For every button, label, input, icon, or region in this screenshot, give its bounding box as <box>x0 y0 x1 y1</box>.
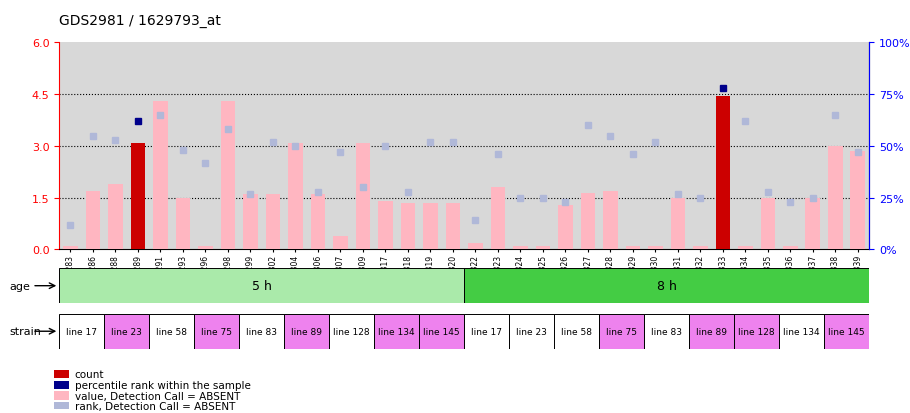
Bar <box>243 195 258 250</box>
Bar <box>55 392 69 400</box>
Text: line 75: line 75 <box>201 327 232 336</box>
Bar <box>288 143 303 250</box>
Text: line 17: line 17 <box>471 327 502 336</box>
Bar <box>104 314 149 349</box>
Bar <box>648 247 662 250</box>
Bar <box>284 314 329 349</box>
Text: 5 h: 5 h <box>252 280 271 292</box>
Bar <box>828 147 843 250</box>
Text: line 17: line 17 <box>66 327 97 336</box>
Bar <box>558 205 572 250</box>
Text: line 128: line 128 <box>738 327 775 336</box>
Bar <box>86 191 100 250</box>
Bar <box>554 314 599 349</box>
Bar <box>779 314 824 349</box>
Text: GDS2981 / 1629793_at: GDS2981 / 1629793_at <box>59 14 221 28</box>
Text: line 145: line 145 <box>828 327 864 336</box>
Text: rank, Detection Call = ABSENT: rank, Detection Call = ABSENT <box>75 401 235 411</box>
Bar <box>671 198 685 250</box>
Bar <box>644 314 689 349</box>
Text: strain: strain <box>9 326 41 337</box>
Bar <box>55 402 69 411</box>
Bar <box>55 381 69 389</box>
Text: percentile rank within the sample: percentile rank within the sample <box>75 380 250 390</box>
Bar <box>851 152 865 250</box>
Text: line 89: line 89 <box>696 327 727 336</box>
Bar <box>59 268 464 304</box>
Bar <box>761 198 775 250</box>
Text: line 23: line 23 <box>111 327 142 336</box>
Bar <box>599 314 644 349</box>
Bar <box>194 314 239 349</box>
Bar <box>239 314 284 349</box>
Text: line 58: line 58 <box>157 327 187 336</box>
Text: line 134: line 134 <box>784 327 820 336</box>
Text: line 145: line 145 <box>423 327 460 336</box>
Bar <box>310 195 325 250</box>
Bar <box>824 314 869 349</box>
Bar <box>400 204 415 250</box>
Bar <box>535 247 551 250</box>
Bar <box>420 314 464 349</box>
Bar <box>509 314 554 349</box>
Bar <box>693 247 708 250</box>
Bar <box>176 198 190 250</box>
Bar <box>689 314 734 349</box>
Text: line 23: line 23 <box>516 327 547 336</box>
Bar <box>333 236 348 250</box>
Bar <box>356 143 370 250</box>
Bar <box>108 185 123 250</box>
Bar <box>130 143 146 250</box>
Bar <box>805 198 820 250</box>
Bar <box>329 314 374 349</box>
Text: count: count <box>75 369 104 379</box>
Text: line 58: line 58 <box>561 327 592 336</box>
Bar <box>198 247 213 250</box>
Bar <box>625 247 640 250</box>
Bar <box>423 204 438 250</box>
Bar <box>603 191 618 250</box>
Bar <box>149 314 194 349</box>
Text: line 134: line 134 <box>379 327 415 336</box>
Bar <box>464 268 869 304</box>
Text: value, Detection Call = ABSENT: value, Detection Call = ABSENT <box>75 391 240 401</box>
Bar <box>513 247 528 250</box>
Bar <box>581 193 595 250</box>
Text: line 89: line 89 <box>291 327 322 336</box>
Bar <box>220 102 235 250</box>
Text: line 128: line 128 <box>333 327 370 336</box>
Bar <box>464 314 509 349</box>
Bar <box>734 314 779 349</box>
Bar <box>783 247 798 250</box>
Bar <box>63 247 77 250</box>
Bar <box>59 314 104 349</box>
Bar <box>446 204 460 250</box>
Text: line 83: line 83 <box>651 327 682 336</box>
Bar <box>490 188 505 250</box>
Text: 8 h: 8 h <box>657 280 676 292</box>
Bar <box>374 314 420 349</box>
Bar <box>468 243 482 250</box>
Bar <box>266 195 280 250</box>
Text: line 75: line 75 <box>606 327 637 336</box>
Bar <box>55 370 69 378</box>
Text: line 83: line 83 <box>246 327 278 336</box>
Bar <box>738 247 753 250</box>
Bar <box>153 102 167 250</box>
Text: age: age <box>9 281 30 291</box>
Bar <box>378 202 393 250</box>
Bar <box>715 97 730 250</box>
